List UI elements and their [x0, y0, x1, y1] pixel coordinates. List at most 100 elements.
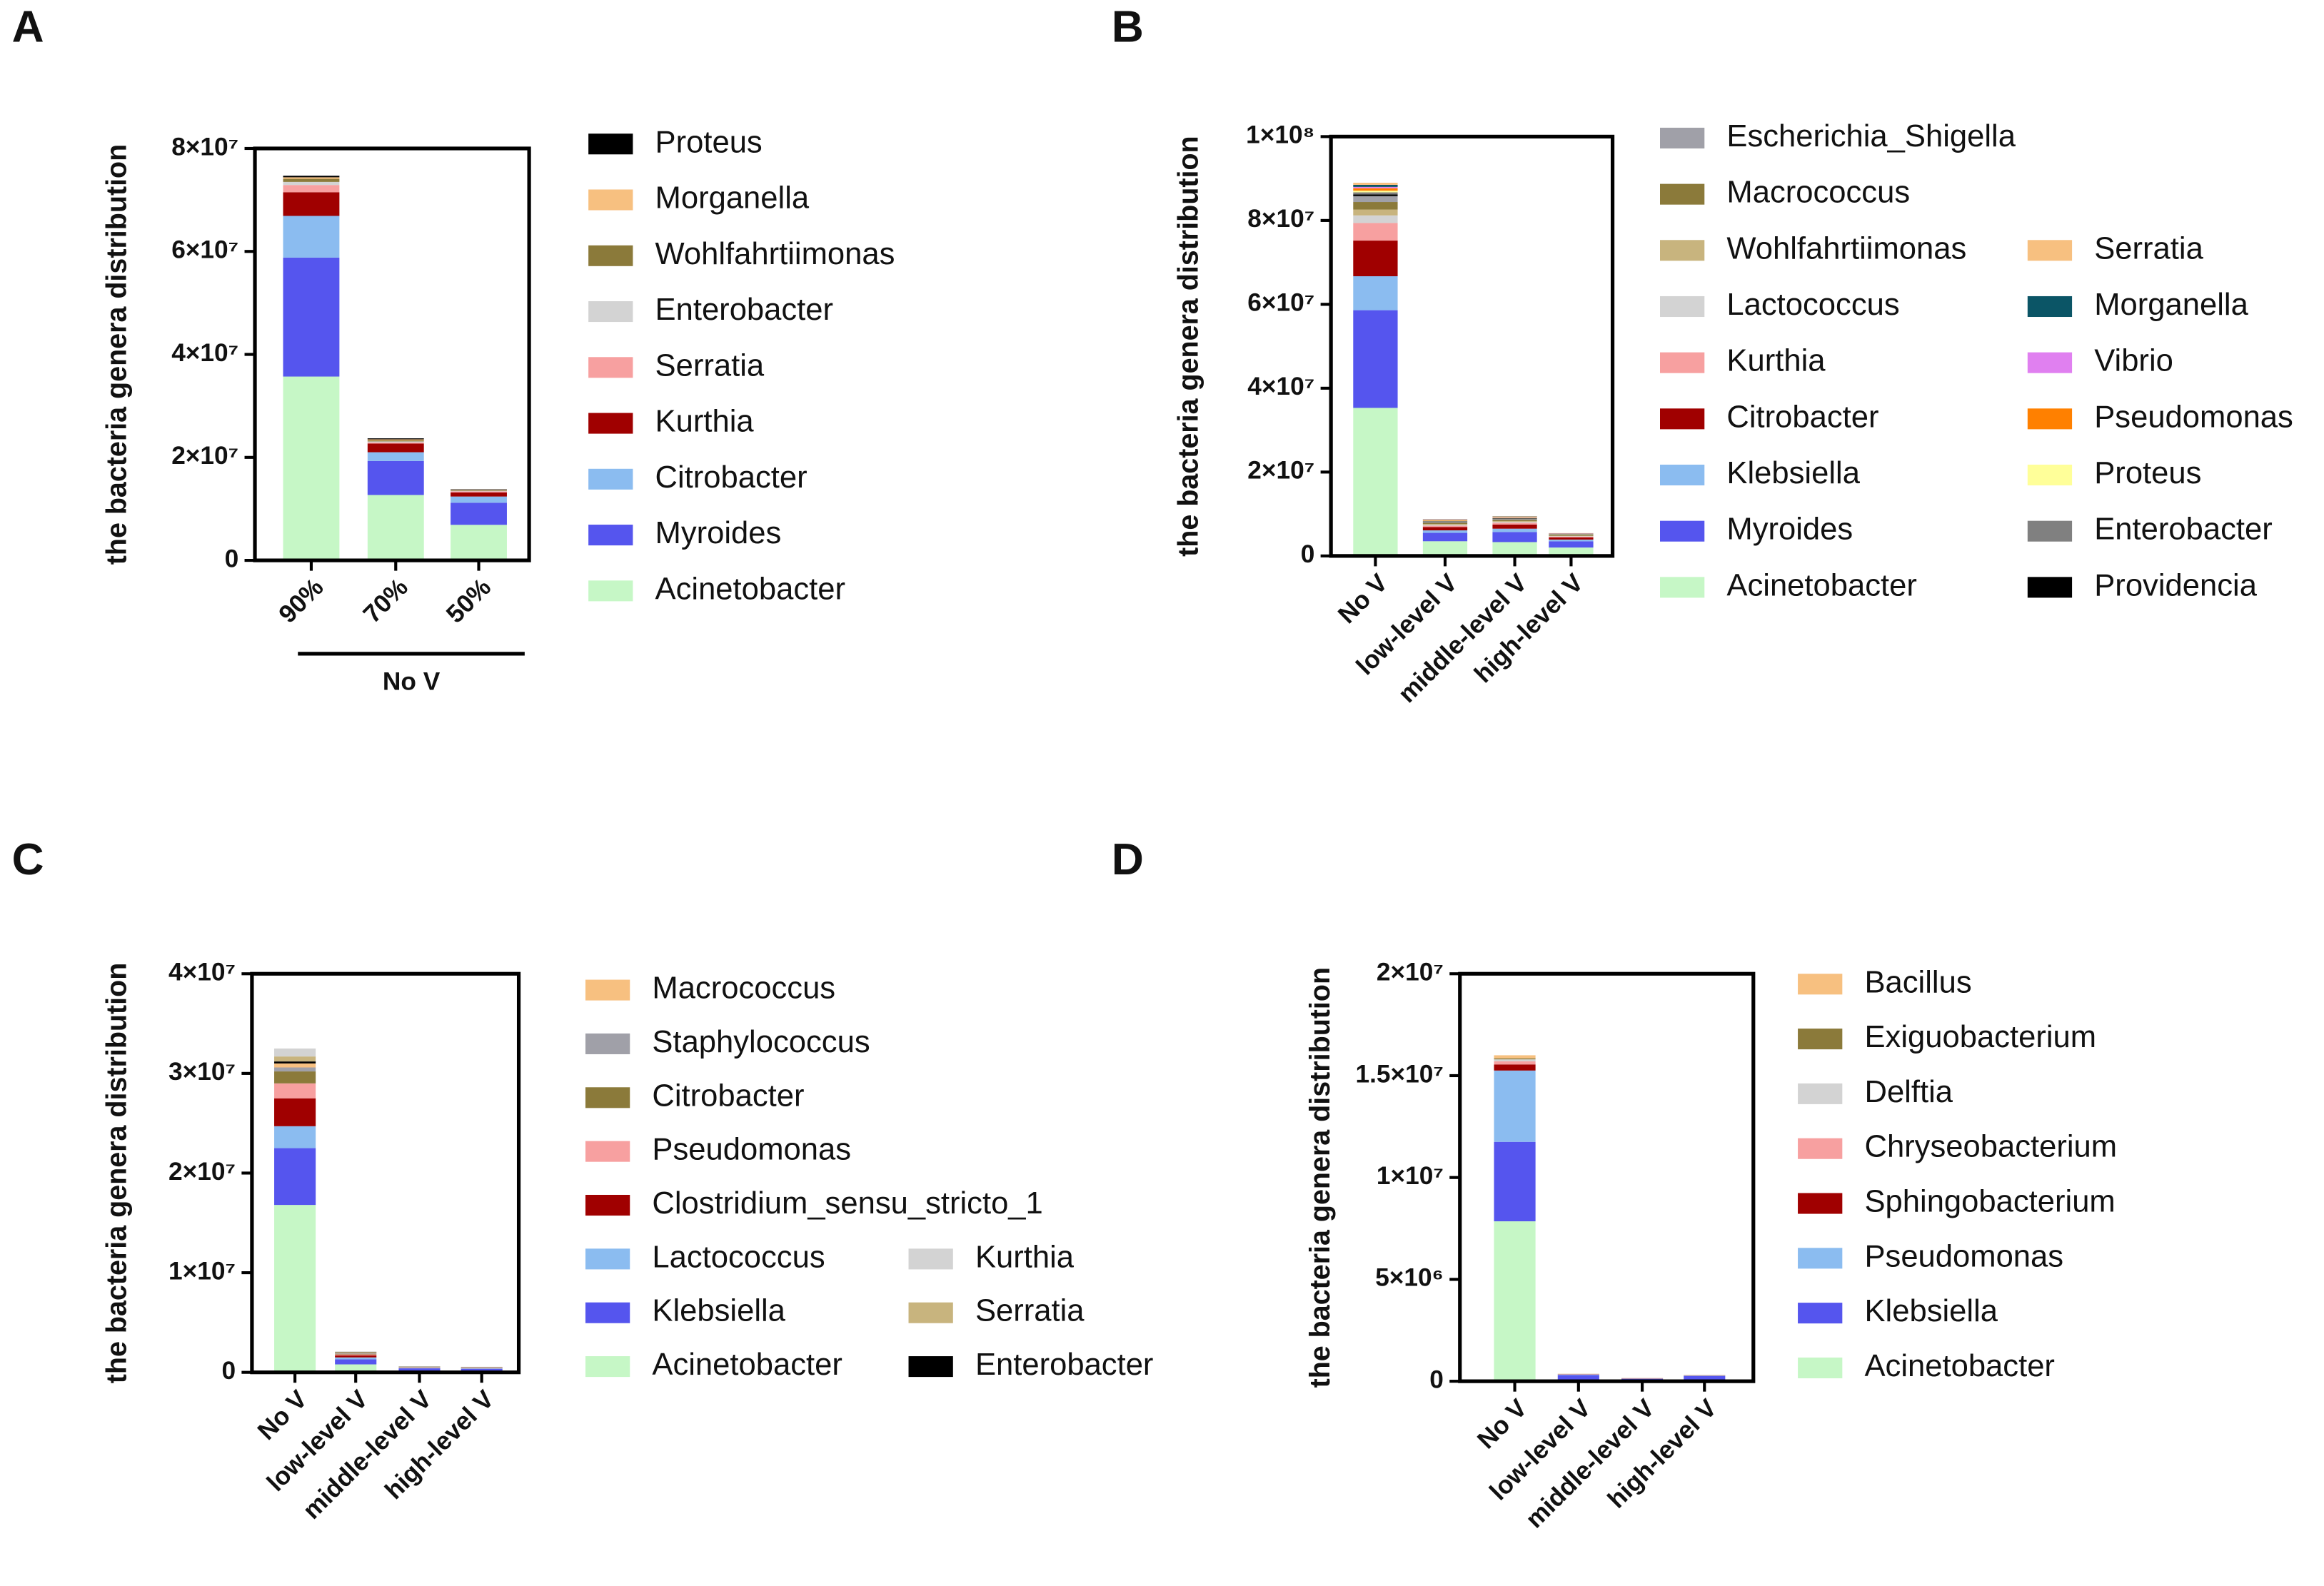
bar-segment	[1492, 528, 1537, 532]
legend-swatch	[2027, 296, 2073, 318]
bar-segment	[1353, 202, 1398, 210]
bar-segment	[1422, 520, 1468, 522]
y-tick-label: 1.5×10⁷	[1355, 1060, 1443, 1088]
legend-label: Citrobacter	[655, 460, 808, 495]
legend-swatch	[908, 1248, 953, 1270]
legend-label: Myroides	[655, 516, 782, 550]
legend-label: Proteus	[655, 125, 763, 159]
bar-segment	[335, 1359, 377, 1365]
legend-swatch	[2027, 408, 2073, 430]
legend-swatch	[585, 1248, 630, 1270]
bar-segment	[1492, 522, 1537, 525]
legend-swatch	[1798, 1029, 1843, 1050]
bar-segment	[1422, 522, 1468, 525]
legend-swatch	[585, 1194, 630, 1216]
y-tick-label: 1×10⁷	[1377, 1162, 1444, 1190]
bar-segment	[283, 181, 340, 186]
legend-swatch	[908, 1356, 953, 1378]
bar-segment	[367, 460, 424, 495]
y-tick-label: 4×10⁷	[171, 339, 238, 367]
bar-segment	[1353, 215, 1398, 223]
bar-segment	[367, 441, 424, 443]
legend-label: Acinetobacter	[1864, 1349, 2054, 1383]
panel-label: D	[1112, 835, 1144, 884]
y-axis-label: the bacteria genera distribution	[101, 144, 132, 565]
legend-label: Kurthia	[975, 1240, 1075, 1274]
legend-label: Serratia	[2094, 231, 2203, 266]
legend-label: Sphingobacterium	[1864, 1185, 2115, 1219]
legend-label: Klebsiella	[1864, 1294, 1998, 1328]
bar-segment	[1494, 1055, 1536, 1059]
bar-segment	[1492, 517, 1537, 518]
bar-segment	[398, 1368, 441, 1372]
legend-swatch	[1660, 577, 1705, 598]
bar-segment	[274, 1205, 316, 1373]
panel-label: B	[1112, 2, 1144, 51]
panel-label: C	[12, 835, 44, 884]
legend-label: Wohlfahrtiimonas	[1726, 231, 1966, 266]
legend-label: Morganella	[2094, 288, 2248, 322]
legend-label: Klebsiella	[652, 1294, 785, 1328]
bar-segment	[1494, 1221, 1536, 1382]
legend-swatch	[588, 580, 633, 602]
legend-swatch	[1660, 464, 1705, 486]
legend-swatch	[588, 525, 633, 546]
bar-segment	[367, 438, 424, 440]
bar-segment	[274, 1056, 316, 1062]
legend-swatch	[1660, 296, 1705, 318]
x-tick-label: 50%	[441, 573, 497, 629]
y-tick-label: 8×10⁷	[171, 133, 238, 161]
bar-segment	[283, 178, 340, 182]
y-tick-label: 0	[1429, 1365, 1444, 1393]
bar-segment	[1353, 188, 1398, 191]
legend-swatch	[1660, 127, 1705, 148]
bar-segment	[1353, 408, 1398, 556]
bar-segment	[1557, 1375, 1599, 1380]
bar-segment	[274, 1067, 316, 1072]
legend-label: Serratia	[655, 348, 765, 383]
y-tick-label: 0	[221, 1357, 236, 1385]
plot-frame	[1329, 134, 1615, 558]
x-tick-label: No V	[1472, 1394, 1533, 1455]
bar-segment	[1492, 518, 1537, 520]
legend-label: Escherichia_Shigella	[1726, 119, 2016, 153]
legend-swatch	[588, 245, 633, 266]
bar-segment	[335, 1355, 377, 1358]
legend-swatch	[588, 133, 633, 155]
y-axis-label: the bacteria genera distribution	[1172, 136, 1204, 556]
bar-segment	[283, 176, 340, 178]
bar-segment	[283, 376, 340, 561]
bar-segment	[1492, 532, 1537, 542]
bar-segment	[1422, 530, 1468, 533]
legend-swatch	[2027, 464, 2073, 486]
y-tick-label: 2×10⁷	[1377, 959, 1444, 986]
bar-segment	[274, 1061, 316, 1064]
legend-label: Wohlfahrtiimonas	[655, 237, 895, 271]
y-tick-label: 5×10⁶	[1375, 1264, 1444, 1292]
bar-segment	[1422, 521, 1468, 522]
bar-segment	[1353, 191, 1398, 193]
bar-segment	[335, 1351, 377, 1353]
bar-segment	[1549, 535, 1594, 537]
bar-segment	[367, 452, 424, 461]
y-tick-label: 4×10⁷	[1247, 373, 1314, 400]
x-tick-label: No V	[1333, 568, 1394, 629]
legend-swatch	[1660, 408, 1705, 430]
bar-segment	[283, 185, 340, 193]
x-tick-label: high-level V	[1602, 1394, 1722, 1514]
legend-label: Lactococcus	[1726, 288, 1899, 322]
bar-segment	[1353, 310, 1398, 408]
bar-segment	[367, 440, 424, 442]
legend-swatch	[1660, 520, 1705, 542]
legend-label: Exiguobacterium	[1864, 1020, 2096, 1054]
legend-label: Citrobacter	[1726, 400, 1878, 434]
legend-swatch	[588, 357, 633, 378]
bar-segment	[1422, 525, 1468, 527]
x-tick-label: 70%	[358, 573, 413, 629]
bar-segment	[1492, 520, 1537, 522]
legend-label: Citrobacter	[652, 1079, 804, 1113]
legend-label: Acinetobacter	[655, 572, 845, 606]
panel-label: A	[12, 2, 44, 51]
bar-segment	[1422, 527, 1468, 531]
bar-segment	[1422, 541, 1468, 556]
